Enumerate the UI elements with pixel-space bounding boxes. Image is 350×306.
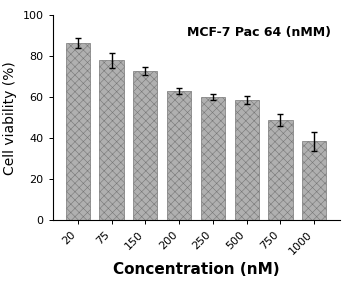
Bar (99, 60, 124, 220)
Bar (65, 43, 90, 220)
Y-axis label: Cell viability (%): Cell viability (%) (3, 61, 17, 175)
Text: MCF-7 Pac 64 (nMM): MCF-7 Pac 64 (nMM) (187, 26, 331, 39)
Bar (302, 141, 327, 220)
Bar (133, 71, 158, 220)
Bar (268, 120, 293, 220)
Bar (167, 91, 191, 220)
Bar (201, 97, 225, 220)
Bar (234, 100, 259, 220)
X-axis label: Concentration (nM): Concentration (nM) (113, 262, 279, 277)
